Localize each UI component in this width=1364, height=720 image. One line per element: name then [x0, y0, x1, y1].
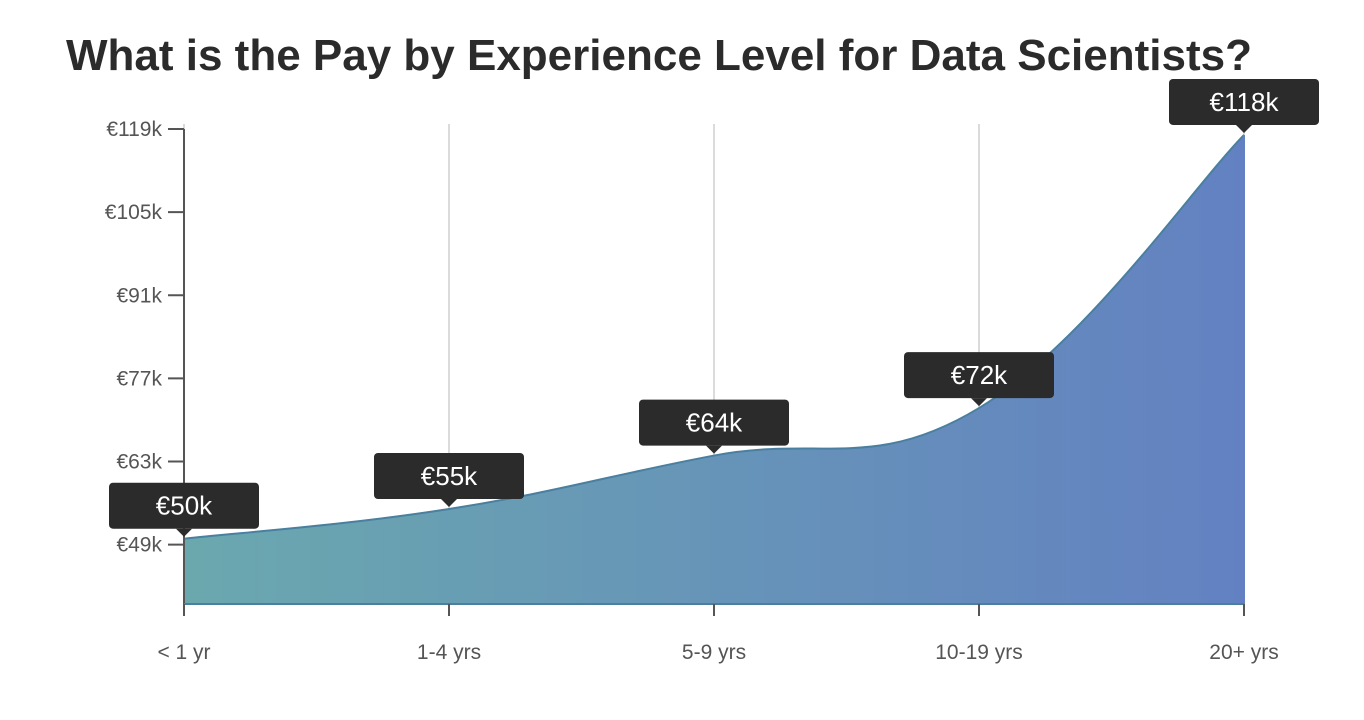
- x-tick-label: 20+ yrs: [1209, 641, 1278, 664]
- data-label: €118k: [1169, 78, 1319, 133]
- series-line: [183, 134, 1245, 540]
- y-tick-label: €77k: [116, 367, 162, 390]
- y-tick-label: €49k: [116, 534, 162, 557]
- y-tick-label: €63k: [116, 451, 162, 474]
- data-label-box: [109, 482, 259, 529]
- x-tick-label: 1-4 yrs: [417, 641, 481, 664]
- data-label: €72k: [904, 352, 1054, 407]
- data-label-text: €64k: [686, 408, 743, 438]
- y-tick-label: €91k: [116, 284, 162, 307]
- data-label: €64k: [639, 399, 789, 454]
- x-tick-label: 5-9 yrs: [682, 641, 746, 664]
- data-label-pointer: [176, 528, 192, 537]
- data-label-text: €50k: [156, 491, 213, 521]
- data-label-text: €118k: [1210, 87, 1280, 117]
- data-label-pointer: [706, 445, 722, 454]
- area-series: [184, 134, 1244, 604]
- y-tick-label: €105k: [105, 201, 163, 224]
- x-tick-label: < 1 yr: [157, 641, 210, 664]
- x-tick-label: 10-19 yrs: [935, 641, 1023, 664]
- data-label-text: €72k: [951, 360, 1008, 390]
- data-label-pointer: [441, 499, 457, 507]
- data-label-box: [374, 453, 524, 499]
- data-label-box: [904, 352, 1054, 399]
- y-tick-label: €119k: [106, 118, 162, 141]
- data-label: €55k: [374, 453, 524, 507]
- data-label-box: [639, 399, 789, 446]
- data-label-box: [1169, 78, 1319, 125]
- data-label-text: €55k: [421, 461, 478, 491]
- data-label: €50k: [109, 482, 259, 537]
- data-label-pointer: [971, 398, 987, 407]
- chart-title: What is the Pay by Experience Level for …: [66, 31, 1252, 80]
- data-label-pointer: [1236, 124, 1252, 133]
